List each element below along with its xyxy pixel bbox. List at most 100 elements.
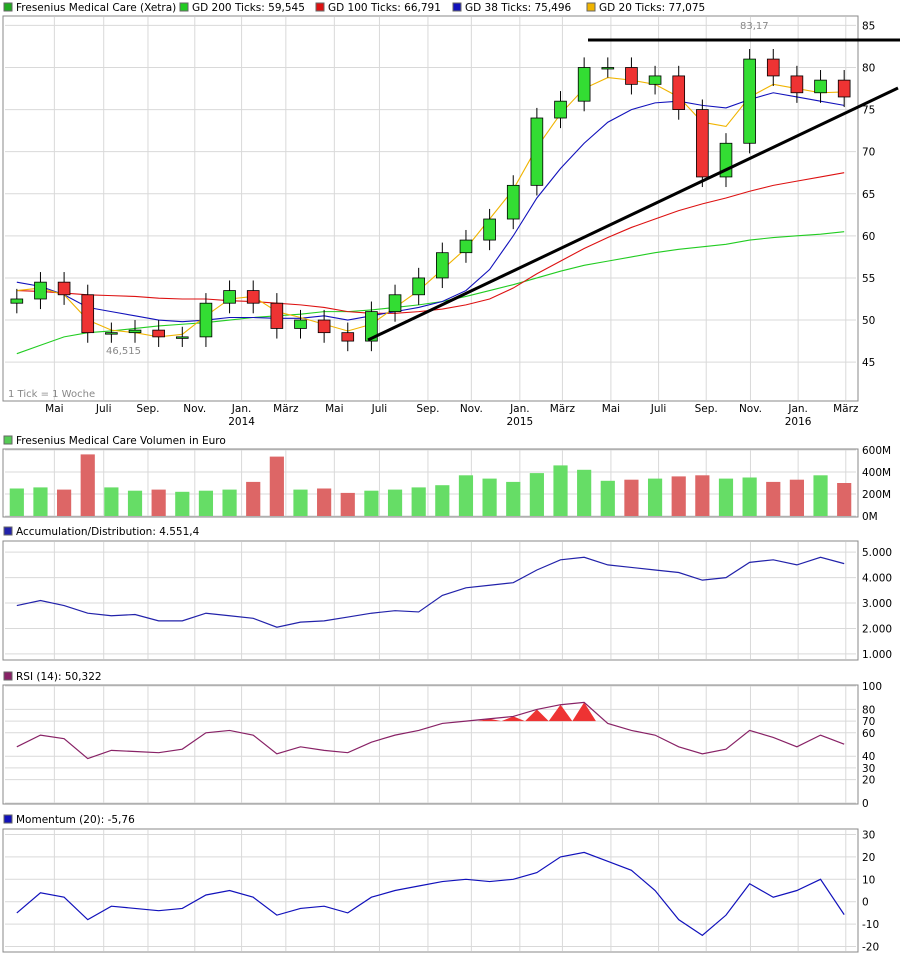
y-tick-label: 200M bbox=[862, 489, 891, 501]
candle-body bbox=[672, 75, 686, 110]
y-tick-label: 0 bbox=[862, 897, 869, 909]
x-tick-label: Nov. bbox=[183, 403, 206, 415]
momentum-panel-title: Momentum (20): -5,76 bbox=[16, 814, 135, 826]
y-tick-label: 400M bbox=[862, 467, 891, 479]
rsi-title-swatch bbox=[3, 671, 13, 681]
volume-bar bbox=[458, 475, 474, 516]
candle-body bbox=[814, 79, 827, 94]
y-tick-label: 0M bbox=[862, 511, 878, 523]
price-grid bbox=[5, 17, 856, 400]
momentum-series-line bbox=[16, 851, 845, 937]
volume-bar bbox=[766, 481, 781, 516]
x-tick-label: Mai bbox=[45, 403, 63, 415]
candle-body bbox=[459, 239, 473, 254]
candle-body bbox=[719, 142, 733, 178]
x-tick-label: Jan. bbox=[787, 403, 808, 415]
y-tick-label: 45 bbox=[862, 357, 875, 369]
y-tick-label: 5.000 bbox=[862, 547, 892, 559]
volume-bar bbox=[269, 456, 284, 516]
volume-bar bbox=[340, 492, 355, 516]
x-tick-label: Jan. bbox=[231, 403, 252, 415]
momentum-panel bbox=[2, 828, 859, 953]
candle-body bbox=[128, 329, 142, 334]
volume-bar bbox=[80, 454, 95, 516]
ad-y-axis: 1.000 2.000 3.000 4.000 5.000 bbox=[862, 547, 892, 661]
x-tick-label: März bbox=[273, 403, 299, 415]
candle-body bbox=[577, 67, 591, 102]
y-tick-label: 30 bbox=[862, 763, 875, 775]
y-tick-label: 3.000 bbox=[862, 598, 892, 610]
rsi-overbought-area bbox=[572, 702, 596, 722]
volume-bar bbox=[789, 479, 804, 516]
tick-note: 1 Tick = 1 Woche bbox=[8, 389, 95, 400]
y-tick-label: 20 bbox=[862, 852, 875, 864]
volume-bar bbox=[411, 487, 426, 516]
candle-body bbox=[341, 332, 355, 342]
candle-body bbox=[743, 58, 756, 144]
candle-body bbox=[223, 290, 236, 304]
max-price-label: 83,17 bbox=[740, 21, 769, 32]
y-tick-label: 55 bbox=[862, 273, 875, 285]
rsi-overbought-area bbox=[501, 716, 526, 722]
momentum-line bbox=[16, 851, 845, 937]
volume-bar bbox=[364, 490, 379, 516]
year-label: 2015 bbox=[506, 416, 533, 428]
volume-bar bbox=[671, 476, 686, 516]
candle-body bbox=[270, 302, 284, 329]
y-tick-label: 60 bbox=[862, 231, 875, 243]
candle-body bbox=[152, 329, 165, 338]
x-tick-label: Nov. bbox=[739, 403, 762, 415]
candle-body bbox=[10, 298, 24, 304]
candle-body bbox=[530, 117, 544, 186]
volume-bar bbox=[387, 489, 403, 516]
min-price-label: 46,515 bbox=[106, 346, 141, 357]
moving-average-line bbox=[16, 231, 845, 355]
volume-bar bbox=[482, 478, 497, 516]
volume-bar bbox=[695, 475, 710, 516]
ad-title-swatch bbox=[3, 526, 13, 536]
volume-bar bbox=[600, 480, 615, 516]
x-tick-label: März bbox=[550, 403, 576, 415]
legend-swatch bbox=[315, 2, 325, 12]
volume-bar bbox=[837, 483, 852, 516]
momentum-title-swatch bbox=[3, 814, 13, 824]
volume-bar bbox=[577, 469, 592, 516]
y-tick-label: 40 bbox=[862, 751, 875, 763]
price-candles bbox=[10, 48, 851, 352]
x-tick-label: Sep. bbox=[416, 403, 439, 415]
y-tick-label: 0 bbox=[862, 798, 869, 810]
y-tick-label: 75 bbox=[862, 105, 875, 117]
ad-line bbox=[16, 556, 845, 628]
ad-panel-title: Accumulation/Distribution: 4.551,4 bbox=[16, 526, 200, 538]
support-trendline bbox=[367, 86, 899, 342]
price-panel-title: Fresenius Medical Care (Xetra) bbox=[16, 2, 176, 14]
price-y-axis: 45 50 55 60 65 70 75 80 85 bbox=[862, 20, 875, 369]
volume-y-axis: 0M 200M 400M 600M bbox=[862, 445, 891, 523]
volume-panel-title: Fresenius Medical Care Volumen in Euro bbox=[16, 435, 226, 447]
x-tick-label: Jan. bbox=[509, 403, 530, 415]
volume-bar bbox=[151, 489, 166, 516]
volume-bar bbox=[813, 475, 828, 516]
x-tick-label: Sep. bbox=[695, 403, 718, 415]
y-tick-label: 70 bbox=[862, 147, 875, 159]
moving-average-line bbox=[16, 92, 845, 323]
candle-body bbox=[365, 311, 378, 342]
legend-swatch bbox=[179, 2, 189, 12]
x-tick-label: Nov. bbox=[460, 403, 483, 415]
y-tick-label: 1.000 bbox=[862, 649, 892, 661]
candle-body bbox=[105, 332, 118, 335]
candle-body bbox=[766, 58, 780, 77]
y-tick-label: 100 bbox=[862, 681, 882, 693]
y-tick-label: 80 bbox=[862, 63, 875, 75]
rsi-panel-title: RSI (14): 50,322 bbox=[16, 671, 102, 683]
price-x-axis: Mai Juli Sep. Nov. Jan. März Mai Juli Sep. Nov. Ja… bbox=[45, 403, 859, 428]
x-tick-label: Sep. bbox=[136, 403, 159, 415]
volume-bar bbox=[718, 478, 734, 516]
volume-bar bbox=[553, 465, 568, 516]
candle-body bbox=[34, 281, 47, 300]
rsi-grid bbox=[5, 685, 856, 804]
volume-bar bbox=[246, 481, 261, 516]
y-tick-label: 30 bbox=[862, 829, 875, 841]
volume-bar bbox=[33, 487, 48, 516]
